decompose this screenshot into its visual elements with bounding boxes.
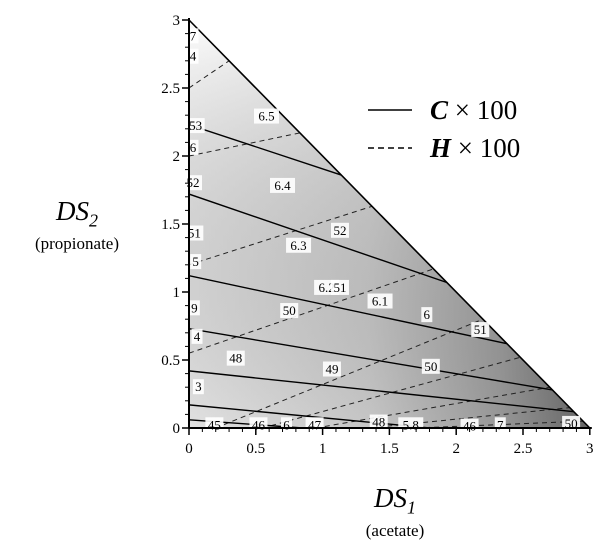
contour-label-bg [186, 118, 205, 134]
h-contour-line [215, 318, 484, 428]
contour-label: 47 [308, 417, 322, 432]
contour-label-bg [226, 350, 245, 366]
y-tick-label: 3 [173, 13, 181, 29]
contour-label: 51 [188, 226, 201, 241]
y-axis-label: DS2 [56, 196, 98, 231]
legend-variable: C [430, 95, 449, 125]
contour-label: 53 [189, 118, 202, 133]
contour-label-bg [367, 293, 393, 309]
h-contour-line [369, 407, 570, 428]
contour-label: 3 [195, 379, 202, 394]
contour-label: 49 [325, 362, 338, 377]
c-contour-line [189, 193, 448, 284]
contour-label: 6.5 [258, 109, 274, 124]
contour-label-bg [191, 328, 203, 344]
x-tick-label: 2.5 [514, 441, 533, 457]
contour-label-bg [286, 237, 312, 253]
c-contour-line [189, 124, 342, 176]
contour-label: 4 [190, 49, 197, 64]
y-tick-label: 2.5 [161, 81, 180, 97]
x-tick-label: 2 [452, 441, 460, 457]
x-axis-sublabel: (acetate) [365, 521, 425, 541]
contour-label: 6.1 [372, 294, 388, 309]
h-contour-line [189, 268, 434, 354]
hypotenuse-line [188, 19, 591, 429]
x-tick-label: 1 [319, 441, 327, 457]
contour-label: 5 [192, 254, 199, 269]
contour-label: 7 [497, 417, 504, 432]
contour-label-bg [421, 307, 433, 323]
contour-label: 4 [194, 329, 201, 344]
contour-label: 6 [424, 307, 431, 322]
contour-label-bg [330, 222, 349, 238]
x-tick-label: 1.5 [380, 441, 399, 457]
contour-label: 7 [190, 28, 197, 43]
c-contour-line [189, 370, 574, 413]
x-axis-title: DS1 (acetate) [320, 483, 470, 540]
x-tick-label: 3 [586, 441, 594, 457]
y-tick-label: 1.5 [161, 217, 180, 233]
y-tick-label: 0 [173, 421, 181, 437]
contour-label-bg [421, 358, 440, 374]
contour-label: 51 [474, 322, 487, 337]
contour-label-bg [187, 48, 199, 64]
x-axis-label: DS1 [374, 483, 416, 518]
contour-label: 46 [463, 419, 477, 434]
contour-label-bg [322, 361, 341, 377]
contour-label: 48 [372, 415, 385, 430]
contour-label: 45 [208, 417, 221, 432]
legend-entry: H × 100 [429, 133, 520, 163]
contour-label-bg [187, 28, 199, 44]
c-contour-line [189, 404, 430, 428]
contour-label-bg [270, 177, 296, 193]
contour-label-bg [187, 139, 199, 155]
contour-label: 46 [252, 417, 266, 432]
contour-label-bg [188, 300, 200, 316]
y-axis-title: DS2 (propionate) [2, 196, 152, 253]
contour-label-bg [190, 254, 202, 270]
contour-label: 48 [229, 351, 242, 366]
x-tick-label: 0.5 [246, 441, 265, 457]
contour-label: 6 [283, 417, 290, 432]
contour-label-bg [494, 417, 506, 433]
legend-entry: C × 100 [430, 95, 517, 125]
y-axis-sublabel: (propionate) [34, 234, 120, 254]
contour-label-bg [369, 414, 388, 430]
contour-label: 6.3 [290, 238, 306, 253]
contour-label: 51 [333, 280, 346, 295]
contour-label: 50 [424, 359, 437, 374]
contour-label: 52 [333, 223, 346, 238]
legend-suffix: × 100 [448, 95, 517, 125]
y-tick-label: 1 [173, 285, 181, 301]
y-tick-label: 2 [173, 149, 181, 165]
contour-label-bg [330, 279, 349, 295]
contour-label-bg [281, 417, 293, 433]
contour-label-bg [192, 379, 204, 395]
contour-label: 9 [191, 300, 198, 315]
contour-label-bg [280, 303, 299, 319]
contour-label: 6.4 [274, 178, 291, 193]
contour-label-bg [460, 418, 479, 434]
h-contour-line [189, 60, 230, 89]
h-contour-line [189, 132, 300, 157]
contour-label: 6 [190, 140, 197, 155]
legend-suffix: × 100 [451, 133, 520, 163]
x-tick-label: 0 [185, 441, 193, 457]
y-tick-label: 0.5 [161, 353, 180, 369]
contour-label-bg [471, 322, 490, 338]
axes: 0 0.5 1 1.5 2 2.5 3 0 0.5 1 1.5 2 2.5 3 [161, 13, 593, 457]
c-contour-line [189, 274, 508, 345]
contour-label: 50 [283, 303, 296, 318]
c-contour-line [189, 328, 553, 391]
contour-label: 6.2 [318, 280, 334, 295]
contour-label-bg [253, 108, 279, 124]
legend-variable: H [429, 133, 452, 163]
